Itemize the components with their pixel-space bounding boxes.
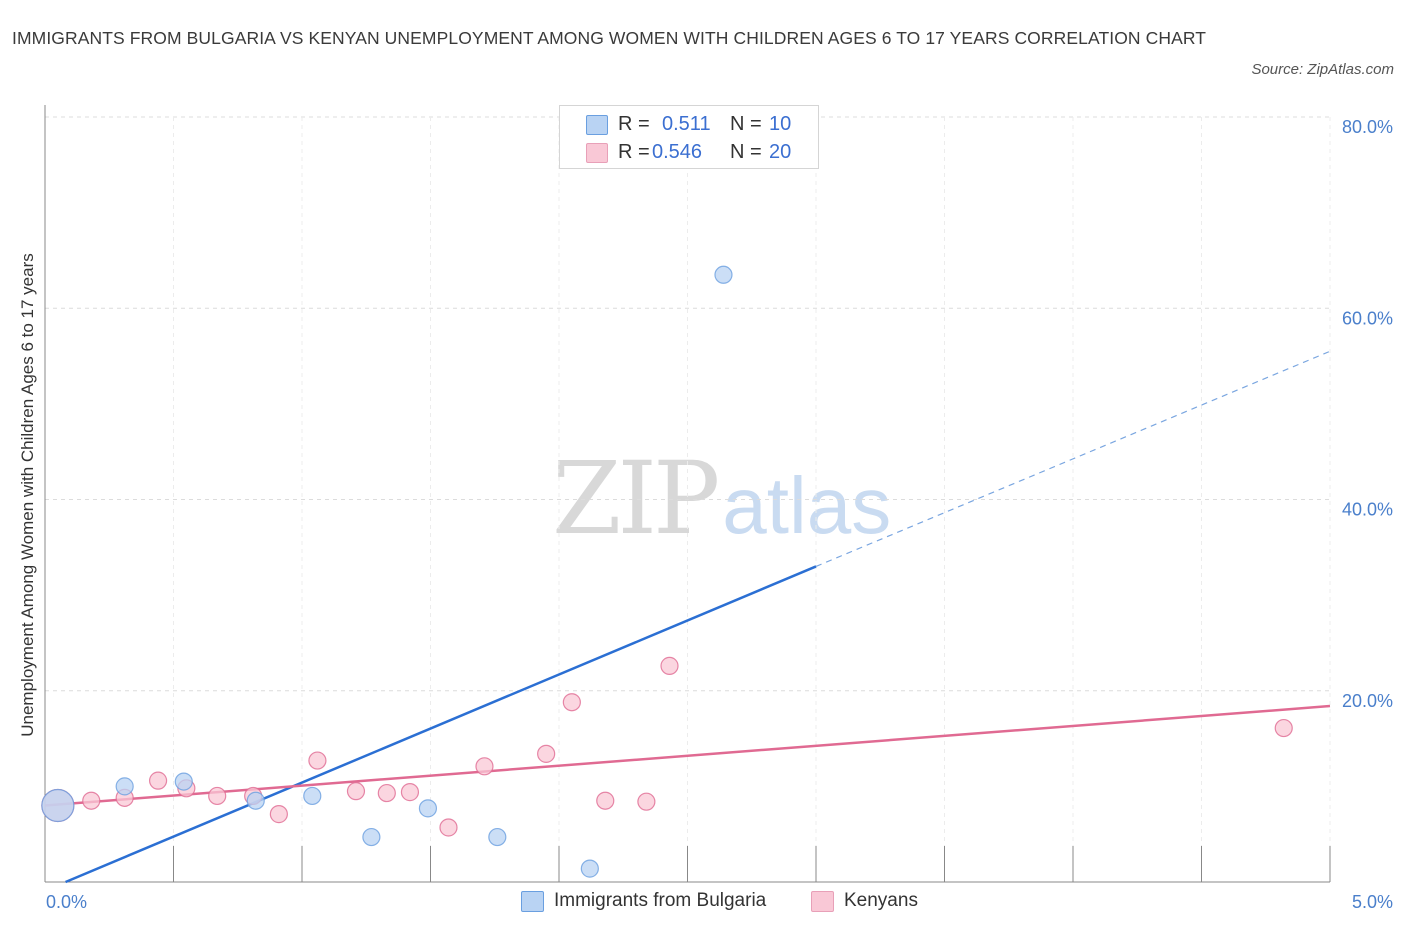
point-kenyans	[377, 783, 396, 803]
point-bulgaria	[488, 827, 507, 847]
source-label: Source: ZipAtlas.com	[1251, 61, 1394, 78]
point-kenyans	[400, 783, 420, 802]
point-kenyans	[637, 792, 656, 811]
bottom-legend-label-bulgaria: Immigrants from Bulgaria	[554, 890, 767, 911]
point-kenyans	[439, 818, 458, 837]
point-bulgaria	[418, 799, 438, 818]
point-bulgaria	[115, 777, 134, 796]
legend-swatch-bulgaria	[586, 115, 608, 135]
point-bulgaria	[246, 791, 265, 810]
point-bulgaria	[41, 788, 75, 823]
point-kenyans	[1274, 718, 1293, 738]
x-tick-label: 5.0%	[1352, 892, 1393, 912]
point-bulgaria	[714, 265, 733, 284]
trend-line-bulgaria	[65, 565, 817, 884]
bottom-legend-swatch-kenyans	[811, 891, 834, 912]
legend-n-value: 20	[769, 141, 792, 163]
point-kenyans	[562, 693, 581, 712]
point-kenyans	[537, 744, 556, 763]
point-kenyans	[660, 656, 679, 675]
correlation-legend: R = 0.511 N = 10 R = 0.546 N = 20	[559, 105, 819, 169]
trend-line-bulgaria-extrapolated	[815, 350, 1331, 567]
y-tick-label: 20.0%	[1342, 691, 1393, 711]
legend-r-label: R =	[618, 113, 650, 135]
chart-title: IMMIGRANTS FROM BULGARIA VS KENYAN UNEMP…	[12, 28, 1207, 48]
point-kenyans	[475, 757, 494, 776]
legend-r-label: R =	[618, 141, 650, 163]
trend-lines	[44, 350, 1331, 884]
point-kenyans	[148, 771, 168, 790]
point-bulgaria	[174, 772, 193, 791]
gridlines	[45, 116, 1331, 882]
point-bulgaria	[362, 827, 381, 847]
y-tick-label: 40.0%	[1342, 500, 1393, 520]
legend-n-value: 10	[769, 113, 792, 135]
y-tick-label: 80.0%	[1342, 117, 1393, 137]
trend-line-kenyans	[44, 704, 1331, 807]
y-tick-label: 60.0%	[1342, 308, 1393, 328]
point-kenyans	[82, 791, 101, 810]
legend-n-label: N =	[730, 141, 762, 163]
legend-n-label: N =	[730, 113, 762, 135]
bottom-legend-label-kenyans: Kenyans	[844, 890, 918, 911]
legend-swatch-kenyans	[586, 143, 608, 163]
x-tick-label: 0.0%	[46, 892, 87, 912]
axes	[44, 105, 1331, 883]
point-kenyans	[346, 782, 366, 801]
point-bulgaria	[303, 786, 322, 806]
bottom-legend-swatch-bulgaria	[521, 891, 544, 912]
point-kenyans	[208, 786, 227, 806]
point-kenyans	[269, 805, 288, 824]
tick-labels: 20.0% 40.0% 60.0% 80.0% 0.0% 5.0%	[46, 117, 1393, 912]
point-bulgaria	[580, 859, 599, 878]
legend-r-value: 0.511	[662, 113, 711, 135]
data-points	[41, 265, 1293, 878]
legend-r-value: 0.546	[652, 141, 703, 163]
point-kenyans	[596, 791, 615, 810]
point-kenyans	[308, 751, 327, 770]
